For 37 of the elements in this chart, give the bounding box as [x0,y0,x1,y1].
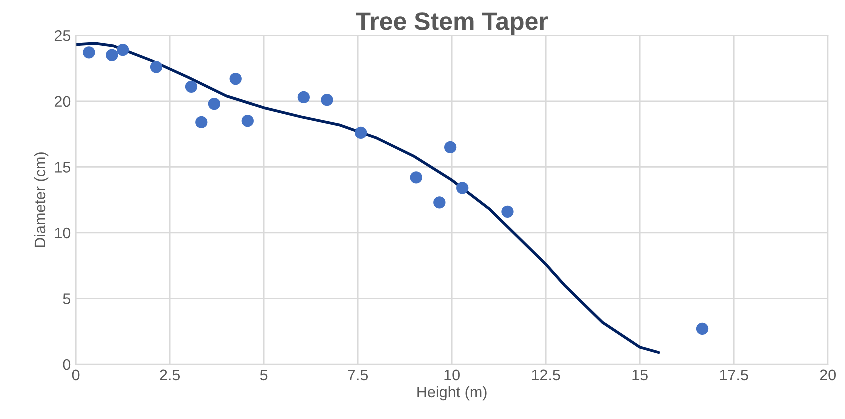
y-tick-label: 15 [55,162,71,173]
x-tick-label: 12.5 [532,370,560,381]
x-tick-label: 15 [632,370,648,381]
point [106,49,118,62]
y-tick-label: 10 [55,228,71,239]
point [208,98,220,110]
x-tick-label: 2.5 [160,370,180,381]
x-axis-title: Height (m) [418,386,487,401]
point [230,72,242,86]
point [696,322,709,336]
y-tick-label: 0 [63,359,71,370]
point [298,91,310,104]
y-axis-title: Diameter (cm) [34,152,49,248]
x-tick-label: 7.5 [348,370,368,381]
point [116,44,130,56]
point [355,126,368,140]
point [502,206,514,218]
line-series [76,42,660,354]
point [242,115,254,128]
x-tick-label: 17.5 [720,370,748,381]
x-tick-label: 10 [444,370,460,381]
y-tick-label: 5 [63,294,71,304]
x-tick-label: 5 [260,370,268,381]
chart-title: Tree Stem Taper [356,12,548,36]
y-tick-label: 20 [54,96,71,108]
point [150,61,163,74]
y-tick-label: 25 [54,30,71,42]
x-tick-label: 0 [72,370,80,381]
point [434,196,446,209]
point [83,46,96,59]
point [185,80,198,93]
point [321,94,334,106]
point [444,141,457,154]
point [410,172,422,184]
point [196,116,208,129]
x-tick-label: 20 [820,370,836,381]
point [456,182,469,194]
